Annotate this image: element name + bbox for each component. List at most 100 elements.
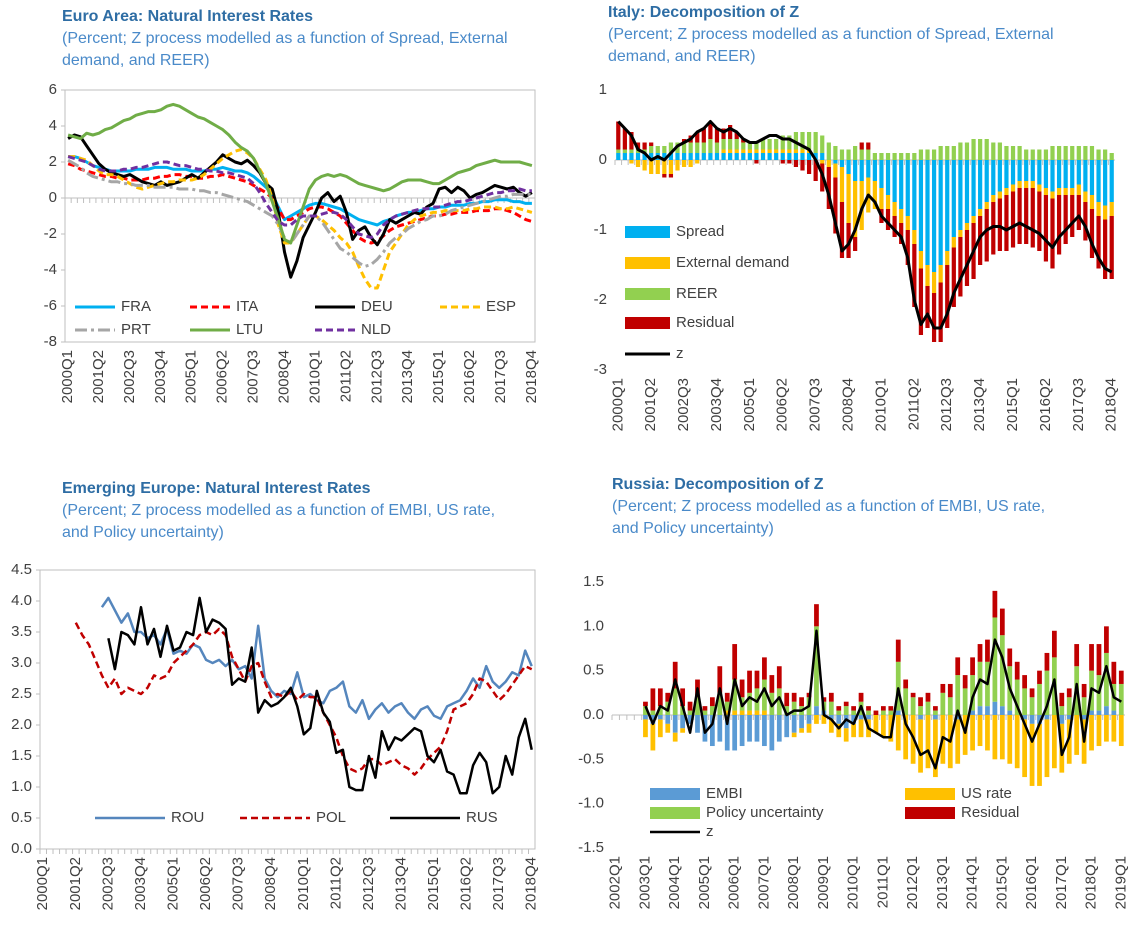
bar <box>866 142 871 150</box>
bar <box>1083 202 1088 241</box>
bar <box>709 715 715 747</box>
bar <box>951 160 956 237</box>
x-tick-label: 2000Q1 <box>59 350 76 403</box>
bar <box>1066 688 1072 698</box>
bar <box>800 160 805 171</box>
bar <box>747 710 752 715</box>
bar <box>791 701 797 715</box>
bar <box>1017 160 1022 181</box>
y-tick-label: 1.5 <box>11 747 32 764</box>
legend-label: REER <box>676 285 718 302</box>
bar <box>1081 683 1087 698</box>
bar <box>643 719 648 738</box>
bar <box>1010 184 1016 192</box>
bar <box>1109 202 1114 216</box>
bar <box>687 715 693 724</box>
y-tick-label: 1.5 <box>583 573 604 590</box>
bar <box>739 679 745 698</box>
x-tick-label: 2016Q2 <box>1037 378 1054 431</box>
bar <box>721 149 726 153</box>
y-tick-label: 0 <box>49 189 57 206</box>
bar <box>774 153 779 160</box>
bar <box>880 710 886 715</box>
bar <box>1089 710 1094 715</box>
chart-heading: Italy: Decomposition of Z (Percent; Z pr… <box>608 2 1088 68</box>
bar <box>681 153 687 160</box>
bar <box>776 688 782 715</box>
bar <box>918 149 924 160</box>
line <box>107 596 533 795</box>
legend-label: RUS <box>466 809 498 826</box>
bar <box>675 153 680 160</box>
x-tick-label: 2011Q2 <box>327 857 344 909</box>
bar <box>964 230 970 286</box>
bar <box>970 675 975 711</box>
bar <box>814 626 819 707</box>
bar <box>714 153 720 160</box>
bar <box>1083 160 1088 192</box>
bar <box>629 149 634 153</box>
x-tick-label: 2015Q1 <box>425 857 442 910</box>
bar <box>977 644 983 662</box>
bar <box>880 715 886 738</box>
y-tick-label: -1.0 <box>578 795 604 812</box>
bar <box>1118 670 1124 684</box>
bar <box>836 715 842 724</box>
bar <box>657 719 663 738</box>
bar <box>741 139 746 143</box>
bar <box>793 153 799 160</box>
bar <box>859 160 864 181</box>
bar <box>732 715 738 751</box>
bar <box>774 149 779 153</box>
bar <box>714 142 720 153</box>
bar <box>732 679 738 711</box>
x-tick-label: 2002Q3 <box>675 378 692 431</box>
bar <box>784 692 790 707</box>
x-tick-label: 2018Q4 <box>523 857 540 910</box>
bar <box>695 715 700 733</box>
x-tick-label: 2017Q3 <box>490 857 507 910</box>
bar <box>672 715 678 733</box>
bar <box>1004 160 1009 188</box>
bar <box>717 692 723 715</box>
bar <box>1066 719 1072 764</box>
bar <box>728 125 733 139</box>
x-tick-label: 2004Q1 <box>666 856 683 909</box>
x-tick-label: 2011Q1 <box>874 856 891 908</box>
bar <box>843 701 849 707</box>
bar <box>1070 146 1075 160</box>
bar <box>806 153 812 160</box>
bar <box>1063 195 1068 244</box>
bar <box>1089 644 1094 671</box>
x-tick-label: 2018Q4 <box>523 350 540 403</box>
bar <box>895 661 901 711</box>
bar <box>1063 188 1068 195</box>
bar <box>925 286 930 328</box>
bar <box>1044 670 1050 715</box>
bar <box>991 160 996 195</box>
bar <box>903 688 909 715</box>
bar <box>945 265 950 328</box>
bar <box>793 149 799 153</box>
bar <box>649 153 654 160</box>
x-tick-label: 2014Q1 <box>964 856 981 909</box>
bar <box>791 732 797 738</box>
bar <box>997 142 1002 160</box>
chart-subtitle: (Percent; Z process modelled as a functi… <box>62 30 508 69</box>
y-tick-label: 0.5 <box>583 662 604 679</box>
bar <box>958 142 963 160</box>
x-tick-label: 2006Q2 <box>774 378 791 431</box>
legend-label: POL <box>316 809 346 826</box>
x-tick-label: 2013Q1 <box>934 856 951 909</box>
bar <box>1050 191 1055 199</box>
x-tick-label: 2007Q3 <box>230 857 247 910</box>
x-tick-label: 2001Q2 <box>642 378 659 431</box>
x-tick-label: 2018Q1 <box>1083 856 1100 909</box>
bar <box>880 706 886 711</box>
bar <box>649 146 654 153</box>
bar <box>708 153 713 160</box>
bar <box>892 216 897 237</box>
bar <box>1089 209 1095 258</box>
bar <box>724 692 730 702</box>
bar <box>997 160 1002 192</box>
